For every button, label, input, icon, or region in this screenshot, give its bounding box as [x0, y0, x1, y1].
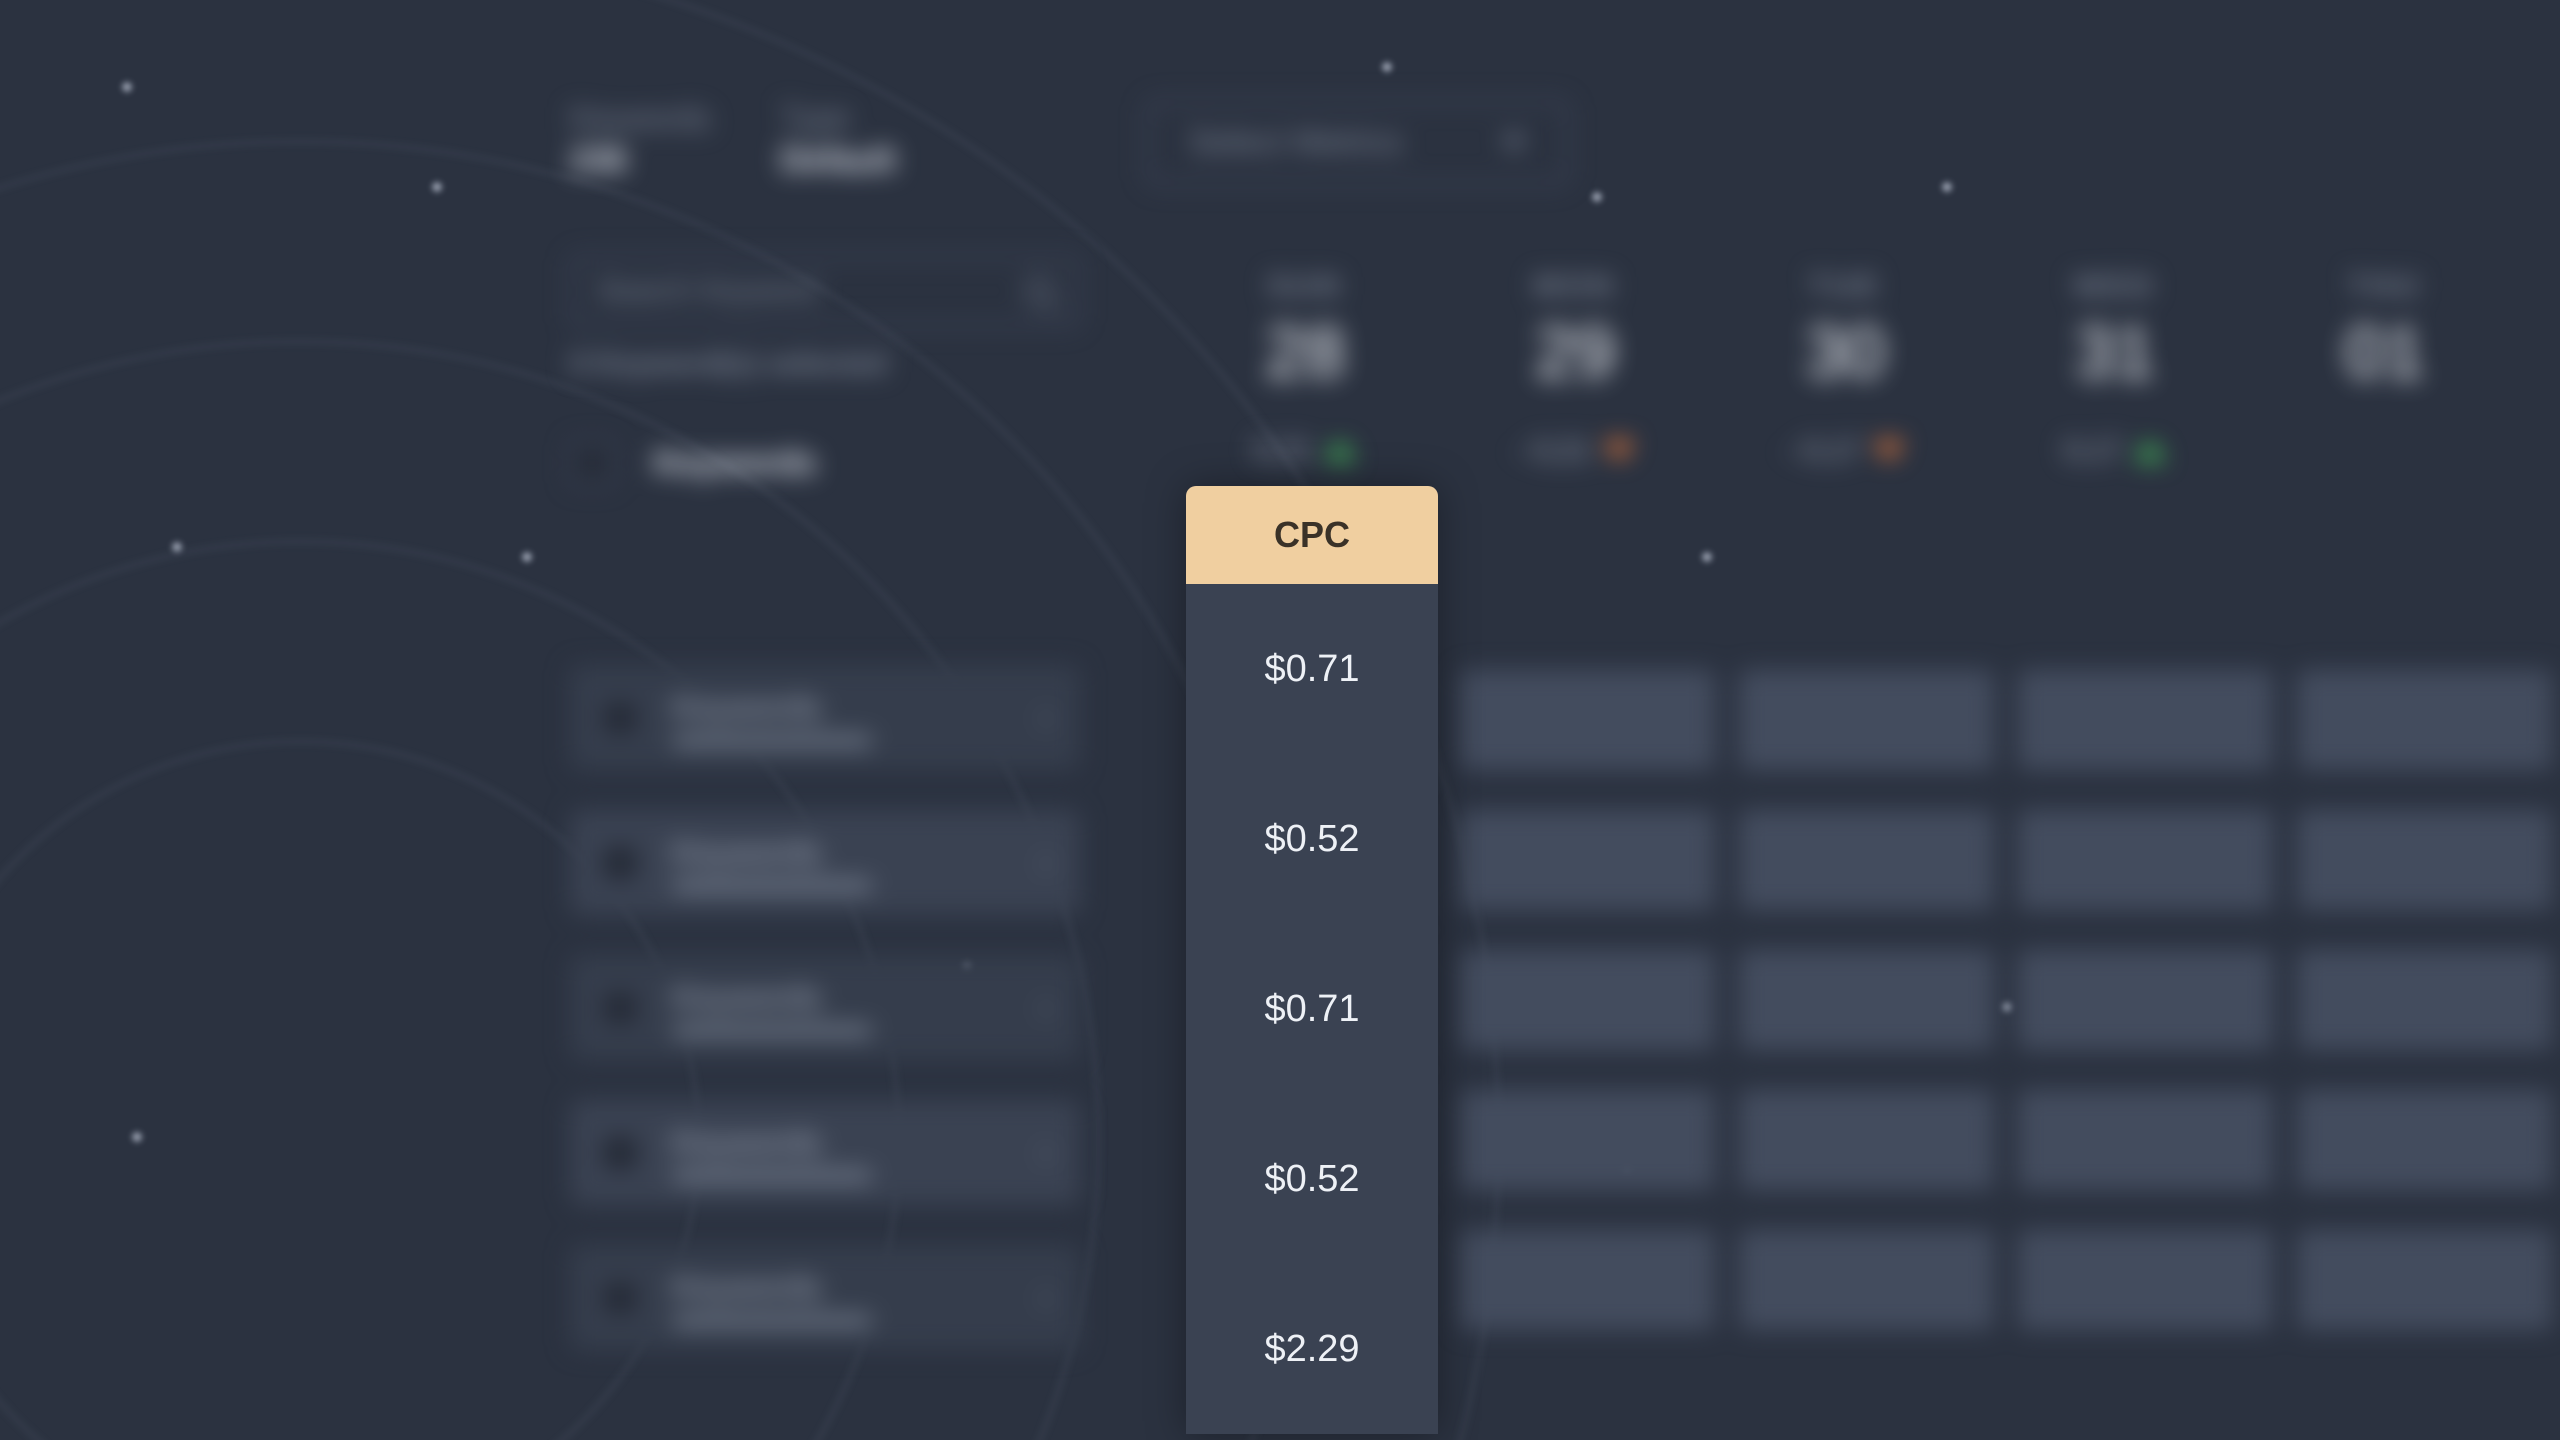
grid-cell[interactable] [2297, 1090, 2552, 1190]
grid-cell[interactable] [1739, 670, 1994, 770]
grid-cell[interactable] [1460, 670, 1715, 770]
grid-cell[interactable] [1739, 1230, 1994, 1330]
keyword-label: Keywords [672, 979, 1011, 1018]
grid-cell[interactable] [1460, 1090, 1715, 1190]
chevron-right-icon: › [1041, 1278, 1052, 1317]
type-stat: Type Default [781, 100, 896, 180]
keyword-checkbox[interactable] [598, 1276, 642, 1320]
chevron-right-icon: › [1041, 698, 1052, 737]
grid-cell[interactable] [1739, 1090, 1994, 1190]
grid-row [1460, 1090, 2552, 1190]
keyword-row[interactable]: Keywords › [570, 955, 1080, 1060]
day-name: WED [2040, 270, 2190, 304]
type-value: Default [781, 141, 896, 180]
keyword-row[interactable]: Keywords › [570, 1245, 1080, 1350]
keyword-bar [672, 1316, 872, 1326]
grid-cell[interactable] [1460, 810, 1715, 910]
chevron-down-icon [1502, 136, 1526, 150]
day-number: 01 [2310, 312, 2460, 394]
day-name: SUN [1230, 270, 1380, 304]
keywords-value: 236 [570, 141, 711, 180]
day-number: 29 [1500, 312, 1650, 394]
day-name: THU [2310, 270, 2460, 304]
select-metrics-dropdown[interactable]: Select Metrics [1146, 100, 1570, 185]
grid-cell[interactable] [2018, 950, 2273, 1050]
cpc-value: $0.52 [1186, 1094, 1438, 1264]
grid-cell[interactable] [2297, 810, 2552, 910]
grid-cell[interactable] [2018, 1090, 2273, 1190]
cpc-value: $0.71 [1186, 924, 1438, 1094]
grid-cell[interactable] [2297, 1230, 2552, 1330]
keyword-checkbox[interactable] [598, 696, 642, 740]
keyword-label: Keywords [672, 689, 1011, 728]
day-number: 31 [2040, 312, 2190, 394]
select-metrics-label: Select Metrics [1189, 123, 1403, 162]
trend-up-icon [1324, 441, 1356, 461]
cpc-value: $0.52 [1186, 754, 1438, 924]
keywords-stat: Keywords 236 [570, 100, 711, 180]
grid-row [1460, 670, 2552, 770]
day-column: TUE 30 - 0,17 [1770, 270, 1920, 468]
keywords-column-header: Keywords [654, 444, 817, 483]
search-placeholder: Search Keyword [597, 274, 817, 308]
grid-cell[interactable] [2297, 950, 2552, 1050]
search-icon [1025, 277, 1053, 305]
select-all-checkbox[interactable] [570, 441, 614, 485]
cpc-header: CPC [1186, 486, 1438, 584]
cpc-column: CPC $0.71$0.52$0.71$0.52$2.29 [1186, 486, 1438, 1434]
trend-down-icon [1873, 441, 1905, 461]
type-label: Type [781, 100, 896, 137]
keyword-row[interactable]: Keywords › [570, 665, 1080, 770]
keyword-bar [672, 881, 872, 891]
keyword-bar [672, 1171, 872, 1181]
day-delta: 0,17 [2040, 434, 2190, 468]
keyword-label: Keywords [672, 834, 1011, 873]
grid-cell[interactable] [1739, 950, 1994, 1050]
day-delta: 0,21 [1230, 434, 1380, 468]
grid-row [1460, 950, 2552, 1050]
day-delta: - 0,17 [1770, 434, 1920, 468]
keyword-label: Keywords [672, 1269, 1011, 1308]
day-name: TUE [1770, 270, 1920, 304]
chevron-right-icon: › [1041, 1133, 1052, 1172]
day-column: SUN 28 0,21 [1230, 270, 1380, 468]
grid-row [1460, 1230, 2552, 1330]
day-number: 28 [1230, 312, 1380, 394]
grid-row [1460, 810, 2552, 910]
grid-cell[interactable] [1460, 950, 1715, 1050]
grid-cell[interactable] [2018, 1230, 2273, 1330]
keyword-bar [672, 736, 872, 746]
trend-up-icon [2134, 441, 2166, 461]
chevron-right-icon: › [1041, 988, 1052, 1027]
day-column: THU 01 [2310, 270, 2460, 468]
keyword-checkbox[interactable] [598, 986, 642, 1030]
grid-cell[interactable] [2018, 670, 2273, 770]
chevron-right-icon: › [1041, 843, 1052, 882]
keyword-row[interactable]: Keywords › [570, 810, 1080, 915]
day-column: MON 29 - 0,21 [1500, 270, 1650, 468]
cpc-value: $0.71 [1186, 584, 1438, 754]
keywords-label: Keywords [570, 100, 711, 137]
grid-cell[interactable] [2018, 810, 2273, 910]
keyword-checkbox[interactable] [598, 841, 642, 885]
day-number: 30 [1770, 312, 1920, 394]
day-delta: - 0,21 [1500, 434, 1650, 468]
trend-down-icon [1603, 441, 1635, 461]
keyword-row[interactable]: Keywords › [570, 1100, 1080, 1205]
grid-cell[interactable] [1739, 810, 1994, 910]
day-name: MON [1500, 270, 1650, 304]
keyword-bar [672, 1026, 872, 1036]
cpc-value: $2.29 [1186, 1264, 1438, 1434]
keyword-checkbox[interactable] [598, 1131, 642, 1175]
keyword-label: Keywords [672, 1124, 1011, 1163]
day-column: WED 31 0,17 [2040, 270, 2190, 468]
search-input[interactable]: Search Keyword [570, 255, 1080, 327]
grid-cell[interactable] [2297, 670, 2552, 770]
grid-cell[interactable] [1460, 1230, 1715, 1330]
